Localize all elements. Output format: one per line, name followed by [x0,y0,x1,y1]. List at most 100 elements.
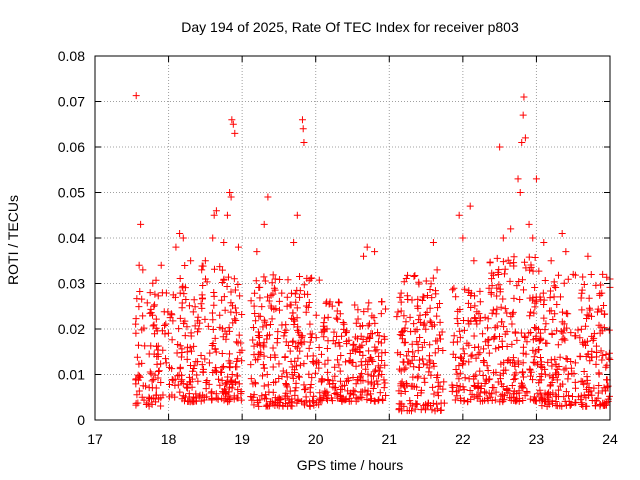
data-point [294,354,302,362]
data-point [323,345,331,353]
data-point [209,325,217,333]
data-point [436,318,444,326]
data-point [567,400,575,408]
data-point [537,362,545,370]
data-point [548,362,556,370]
data-point [600,384,608,392]
data-point [336,377,344,385]
data-point [365,320,373,328]
data-point [585,304,593,312]
data-point [203,278,211,286]
data-point [411,271,419,279]
data-point [575,393,583,401]
data-point [282,321,290,329]
data-point [410,320,418,328]
data-point [378,298,386,306]
data-point [433,400,441,408]
data-point [139,312,147,320]
data-point [374,362,382,370]
data-point [178,348,186,356]
data-point [237,396,245,404]
data-point [560,320,568,328]
data-point [352,319,360,327]
data-point [218,296,226,304]
data-point [283,369,291,377]
data-point [529,358,537,366]
y-tick-label: 0 [77,412,85,428]
data-point [336,342,344,350]
data-point [554,341,562,349]
data-point [569,270,577,278]
data-point [490,384,498,392]
data-point [331,363,339,371]
data-point [194,328,202,336]
data-point [169,291,177,299]
data-point [333,332,341,340]
data-point [162,320,170,328]
data-point [554,386,562,394]
data-point [538,402,546,410]
data-point [315,276,323,284]
data-point [471,314,479,322]
data-point [250,342,258,350]
chart-title: Day 194 of 2025, Rate Of TEC Index for r… [181,19,519,35]
data-point [521,258,529,266]
data-point [602,401,610,409]
data-point [274,335,282,343]
data-point [284,402,292,410]
data-point [296,347,304,355]
data-point [420,339,428,347]
data-point [407,400,415,408]
data-point [545,398,553,406]
data-point [364,305,372,313]
data-point [187,257,195,265]
y-tick-label: 0.08 [58,48,85,64]
data-point [289,374,297,382]
data-point [286,347,294,355]
data-point [307,381,315,389]
data-point [349,358,357,366]
data-point [579,338,587,346]
data-point [209,369,217,377]
data-point [466,386,474,394]
data-point [256,294,264,302]
data-point [191,322,199,330]
data-point [173,349,181,357]
data-point [598,356,606,364]
data-point [492,388,500,396]
data-point [519,359,527,367]
data-point [585,388,593,396]
data-point [199,368,207,376]
data-point [513,336,521,344]
data-point [426,304,434,312]
data-point [162,359,170,367]
data-point [602,351,610,359]
data-point [529,376,537,384]
data-point [366,334,374,342]
data-point [228,384,236,392]
data-point [532,332,540,340]
data-point [225,397,233,405]
data-point [218,266,226,274]
data-point [344,387,352,395]
data-point [414,295,422,303]
data-point [185,302,193,310]
data-point [231,286,239,294]
data-point [283,373,291,381]
data-point [258,392,266,400]
data-point [205,359,213,367]
data-point [216,381,224,389]
data-point [148,395,156,403]
data-point [560,366,568,374]
data-point [587,353,595,361]
data-point [422,277,430,285]
data-point [293,211,301,219]
data-point [362,365,370,373]
data-point [157,378,165,386]
data-point [434,304,442,312]
data-point [501,330,509,338]
data-point [511,329,519,337]
data-point [298,116,306,124]
data-point [454,319,462,327]
data-point [558,308,566,316]
